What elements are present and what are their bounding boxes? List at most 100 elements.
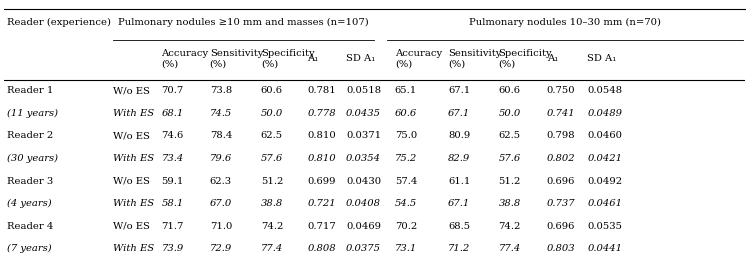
- Text: 0.781: 0.781: [307, 86, 336, 95]
- Text: 62.5: 62.5: [261, 131, 283, 140]
- Text: 71.2: 71.2: [448, 244, 471, 253]
- Text: 0.0371: 0.0371: [346, 131, 381, 140]
- Text: Reader (experience): Reader (experience): [7, 18, 110, 27]
- Text: 72.9: 72.9: [210, 244, 232, 253]
- Text: Sensitivity
(%): Sensitivity (%): [210, 49, 263, 68]
- Text: 73.4: 73.4: [162, 154, 184, 163]
- Text: 0.737: 0.737: [547, 199, 575, 208]
- Text: With ES: With ES: [113, 109, 154, 118]
- Text: (11 years): (11 years): [7, 109, 57, 118]
- Text: A₁: A₁: [547, 54, 558, 63]
- Text: 68.1: 68.1: [162, 109, 184, 118]
- Text: 0.0489: 0.0489: [587, 109, 622, 118]
- Text: Specificity
(%): Specificity (%): [498, 49, 552, 68]
- Text: (4 years): (4 years): [7, 199, 51, 208]
- Text: 0.803: 0.803: [547, 244, 575, 253]
- Text: With ES: With ES: [113, 199, 154, 208]
- Text: 57.6: 57.6: [498, 154, 521, 163]
- Text: A₁: A₁: [307, 54, 319, 63]
- Text: 0.798: 0.798: [547, 131, 575, 140]
- Text: Accuracy
(%): Accuracy (%): [162, 49, 209, 68]
- Text: 74.5: 74.5: [210, 109, 232, 118]
- Text: 78.4: 78.4: [210, 131, 232, 140]
- Text: 0.696: 0.696: [547, 177, 575, 185]
- Text: With ES: With ES: [113, 154, 154, 163]
- Text: 62.5: 62.5: [498, 131, 521, 140]
- Text: 61.1: 61.1: [448, 177, 471, 185]
- Text: 59.1: 59.1: [162, 177, 184, 185]
- Text: Sensitivity
(%): Sensitivity (%): [448, 49, 501, 68]
- Text: 0.0375: 0.0375: [346, 244, 381, 253]
- Text: 80.9: 80.9: [448, 131, 471, 140]
- Text: 0.0441: 0.0441: [587, 244, 622, 253]
- Text: 0.778: 0.778: [307, 109, 336, 118]
- Text: 71.7: 71.7: [162, 222, 184, 231]
- Text: 73.9: 73.9: [162, 244, 184, 253]
- Text: (30 years): (30 years): [7, 154, 57, 163]
- Text: 50.0: 50.0: [261, 109, 283, 118]
- Text: 0.802: 0.802: [547, 154, 575, 163]
- Text: 0.0460: 0.0460: [587, 131, 622, 140]
- Text: 74.2: 74.2: [498, 222, 521, 231]
- Text: 0.699: 0.699: [307, 177, 336, 185]
- Text: 73.1: 73.1: [395, 244, 417, 253]
- Text: 0.0492: 0.0492: [587, 177, 623, 185]
- Text: 38.8: 38.8: [261, 199, 283, 208]
- Text: 75.0: 75.0: [395, 131, 417, 140]
- Text: 0.741: 0.741: [547, 109, 575, 118]
- Text: 79.6: 79.6: [210, 154, 232, 163]
- Text: 0.0518: 0.0518: [346, 86, 381, 95]
- Text: 50.0: 50.0: [498, 109, 521, 118]
- Text: 0.0430: 0.0430: [346, 177, 381, 185]
- Text: 67.1: 67.1: [448, 86, 471, 95]
- Text: 0.810: 0.810: [307, 154, 336, 163]
- Text: (7 years): (7 years): [7, 244, 51, 253]
- Text: With ES: With ES: [113, 244, 154, 253]
- Text: 0.696: 0.696: [547, 222, 575, 231]
- Text: 70.7: 70.7: [162, 86, 184, 95]
- Text: Accuracy
(%): Accuracy (%): [395, 49, 442, 68]
- Text: 51.2: 51.2: [261, 177, 283, 185]
- Text: 51.2: 51.2: [498, 177, 521, 185]
- Text: 0.0408: 0.0408: [346, 199, 381, 208]
- Text: 0.0469: 0.0469: [346, 222, 381, 231]
- Text: Pulmonary nodules ≥10 mm and masses (n=107): Pulmonary nodules ≥10 mm and masses (n=1…: [119, 18, 369, 27]
- Text: W/o ES: W/o ES: [113, 131, 150, 140]
- Text: 54.5: 54.5: [395, 199, 417, 208]
- Text: 0.810: 0.810: [307, 131, 336, 140]
- Text: SD A₁: SD A₁: [587, 54, 617, 63]
- Text: Pulmonary nodules 10–30 mm (n=70): Pulmonary nodules 10–30 mm (n=70): [469, 18, 661, 27]
- Text: 0.0354: 0.0354: [346, 154, 381, 163]
- Text: 0.0421: 0.0421: [587, 154, 622, 163]
- Text: 74.6: 74.6: [162, 131, 184, 140]
- Text: 60.6: 60.6: [498, 86, 521, 95]
- Text: Reader 3: Reader 3: [7, 177, 53, 185]
- Text: 75.2: 75.2: [395, 154, 417, 163]
- Text: Reader 2: Reader 2: [7, 131, 53, 140]
- Text: 60.6: 60.6: [395, 109, 417, 118]
- Text: 57.6: 57.6: [261, 154, 283, 163]
- Text: 0.0548: 0.0548: [587, 86, 623, 95]
- Text: W/o ES: W/o ES: [113, 222, 150, 231]
- Text: Specificity
(%): Specificity (%): [261, 49, 314, 68]
- Text: 77.4: 77.4: [498, 244, 521, 253]
- Text: 0.0535: 0.0535: [587, 222, 622, 231]
- Text: Reader 4: Reader 4: [7, 222, 53, 231]
- Text: 70.2: 70.2: [395, 222, 417, 231]
- Text: 67.0: 67.0: [210, 199, 232, 208]
- Text: 38.8: 38.8: [498, 199, 521, 208]
- Text: 0.808: 0.808: [307, 244, 336, 253]
- Text: W/o ES: W/o ES: [113, 86, 150, 95]
- Text: 60.6: 60.6: [261, 86, 283, 95]
- Text: 65.1: 65.1: [395, 86, 417, 95]
- Text: 0.717: 0.717: [307, 222, 336, 231]
- Text: 67.1: 67.1: [448, 199, 471, 208]
- Text: 0.0461: 0.0461: [587, 199, 622, 208]
- Text: 74.2: 74.2: [261, 222, 283, 231]
- Text: 82.9: 82.9: [448, 154, 471, 163]
- Text: SD A₁: SD A₁: [346, 54, 375, 63]
- Text: 67.1: 67.1: [448, 109, 471, 118]
- Text: 57.4: 57.4: [395, 177, 417, 185]
- Text: W/o ES: W/o ES: [113, 177, 150, 185]
- Text: 0.0435: 0.0435: [346, 109, 381, 118]
